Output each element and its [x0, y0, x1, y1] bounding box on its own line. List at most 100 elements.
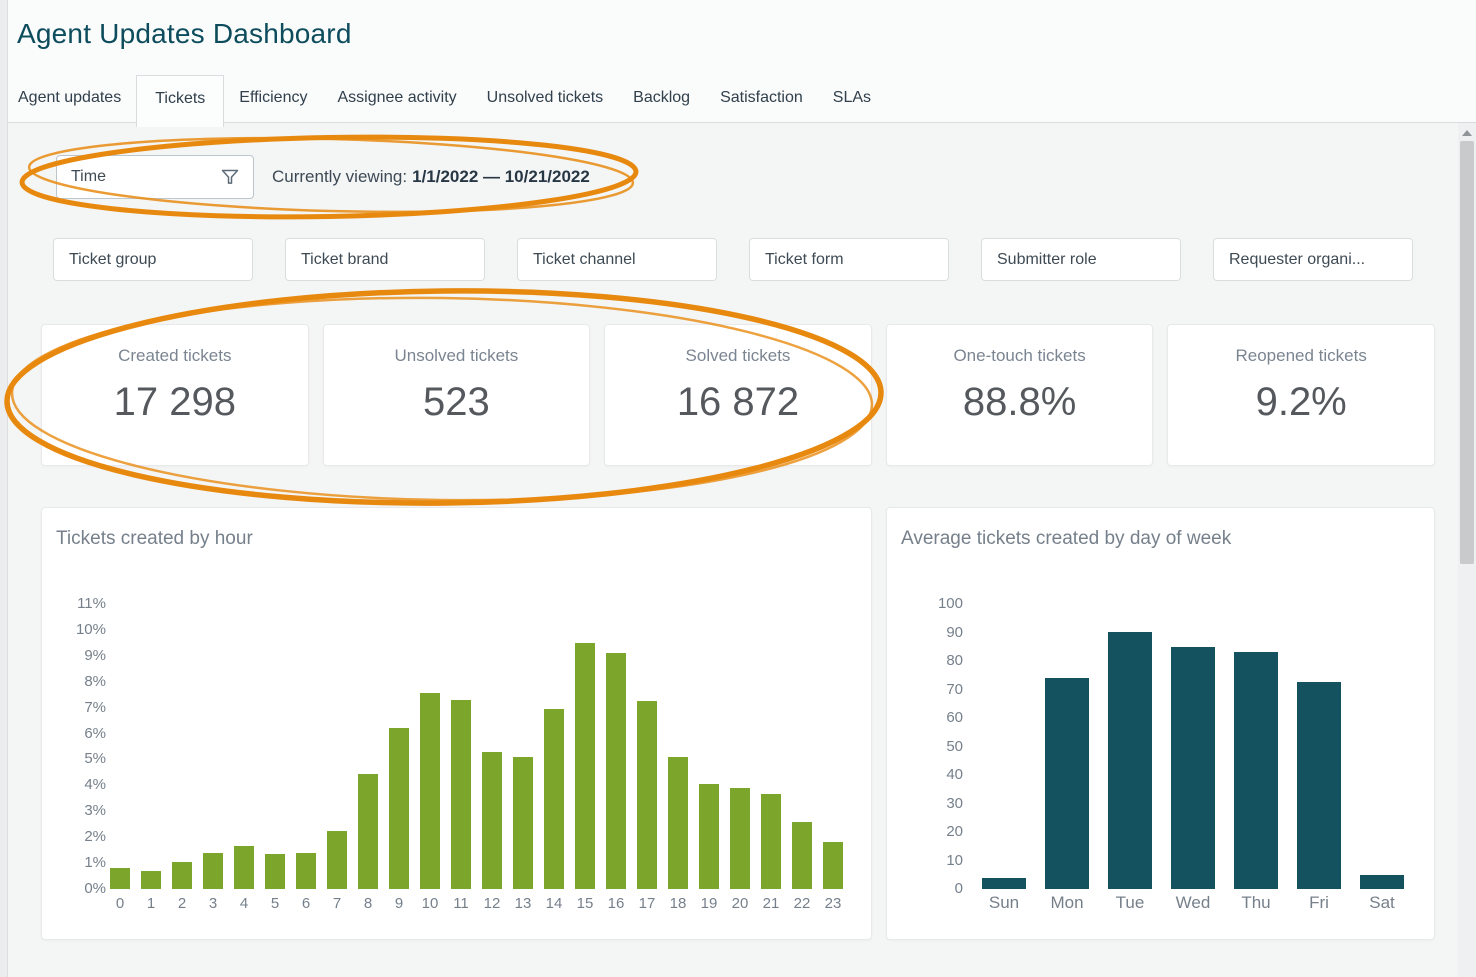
- left-gutter: [0, 0, 8, 977]
- tab-tickets[interactable]: Tickets: [136, 75, 225, 127]
- y-tick-label: 9%: [84, 646, 106, 664]
- bar-hour-4[interactable]: [234, 846, 254, 889]
- bar-column-21: 21: [761, 794, 781, 917]
- bar-hour-23[interactable]: [823, 842, 843, 889]
- y-tick-label: 1%: [84, 854, 106, 872]
- bar-hour-21[interactable]: [761, 794, 781, 889]
- bar-hour-22[interactable]: [792, 822, 812, 889]
- bar-column-11: 11: [451, 700, 471, 917]
- tab-backlog[interactable]: Backlog: [633, 89, 691, 106]
- chart-plot-area: 0% 1% 2% 3% 4% 5% 6% 7% 8% 9% 10% 11% 0 1 2 3 4 5 6 7 8 9 10 11…: [56, 595, 871, 917]
- y-tick-label: 8%: [84, 672, 106, 690]
- tab-assignee-activity[interactable]: Assignee activity: [337, 89, 457, 106]
- scrollbar-thumb[interactable]: [1460, 141, 1474, 564]
- page-title: Agent Updates Dashboard: [17, 18, 352, 49]
- bar-day-thu[interactable]: [1234, 652, 1278, 889]
- bar-hour-18[interactable]: [668, 757, 688, 889]
- y-tick-label: 50: [946, 737, 963, 755]
- bar-hour-17[interactable]: [637, 701, 657, 889]
- kpi-card-unsolved-tickets: Unsolved tickets 523: [322, 324, 591, 466]
- kpi-card-solved-tickets: Solved tickets 16 872: [604, 324, 872, 466]
- y-tick-label: 20: [946, 823, 963, 840]
- bar-column-tue: Tue: [1108, 632, 1152, 917]
- chart-title: Tickets created by hour: [56, 528, 253, 549]
- bar-hour-7[interactable]: [327, 831, 347, 889]
- bar-hour-8[interactable]: [358, 774, 378, 889]
- x-tick-label: 7: [332, 894, 342, 912]
- filter-button-requester-organi[interactable]: Requester organi...: [1213, 238, 1413, 281]
- bar-hour-9[interactable]: [389, 728, 409, 889]
- kpi-label: One-touch tickets: [953, 346, 1086, 365]
- currently-viewing-text: Currently viewing: 1/1/2022 — 10/21/2022: [272, 167, 590, 187]
- bar-column-7: 7: [327, 831, 347, 917]
- y-tick-label: 100: [937, 595, 963, 612]
- filter-button-ticket-brand[interactable]: Ticket brand: [285, 238, 485, 281]
- bar-day-wed[interactable]: [1171, 647, 1215, 889]
- bar-hour-5[interactable]: [265, 854, 285, 889]
- bar-hour-14[interactable]: [544, 709, 564, 889]
- bar-column-2: 2: [172, 862, 192, 917]
- bar-hour-13[interactable]: [513, 757, 533, 889]
- bar-day-fri[interactable]: [1297, 682, 1341, 889]
- bar-hour-0[interactable]: [110, 868, 130, 889]
- bar-column-3: 3: [203, 853, 223, 917]
- x-tick-label: 22: [793, 894, 811, 912]
- x-tick-label: Sun: [988, 893, 1020, 912]
- bar-column-thu: Thu: [1234, 652, 1278, 917]
- bar-hour-11[interactable]: [451, 700, 471, 889]
- x-tick-label: Thu: [1241, 893, 1271, 912]
- bar-hour-19[interactable]: [699, 784, 719, 889]
- tab-agent-updates[interactable]: Agent updates: [18, 89, 122, 106]
- kpi-label: Unsolved tickets: [394, 346, 519, 365]
- dashboard-header: Agent Updates Dashboard Agent updates Tic…: [8, 0, 1476, 127]
- filter-button-ticket-group[interactable]: Ticket group: [53, 238, 253, 281]
- bar-hour-2[interactable]: [172, 862, 192, 889]
- bar-hour-20[interactable]: [730, 788, 750, 889]
- bar-column-1: 1: [141, 871, 161, 917]
- x-tick-label: Sat: [1369, 893, 1395, 912]
- funnel-icon: [221, 169, 239, 185]
- tab-efficiency[interactable]: Efficiency: [239, 89, 308, 106]
- bar-day-sat[interactable]: [1360, 875, 1404, 889]
- x-tick-label: 23: [824, 894, 842, 912]
- bar-day-sun[interactable]: [982, 878, 1026, 889]
- filter-button-submitter-role[interactable]: Submitter role: [981, 238, 1181, 281]
- x-tick-label: 0: [115, 894, 125, 912]
- bars-group: 0 1 2 3 4 5 6 7 8 9 10 11 12 13 14 15 16 17 18 19 20 21 22 23: [110, 604, 843, 917]
- x-tick-label: Tue: [1115, 893, 1145, 912]
- tab-satisfaction[interactable]: Satisfaction: [720, 89, 803, 106]
- kpi-label: Created tickets: [118, 346, 232, 365]
- tab-unsolved-tickets[interactable]: Unsolved tickets: [486, 89, 604, 106]
- chart-tickets-by-hour: Tickets created by hour 0% 1% 2% 3% 4% 5% 6% 7%…: [41, 507, 872, 940]
- filter-button-ticket-form[interactable]: Ticket form: [749, 238, 949, 281]
- x-tick-label: 5: [270, 894, 280, 912]
- bar-day-mon[interactable]: [1045, 678, 1089, 889]
- filter-button-ticket-channel[interactable]: Ticket channel: [517, 238, 717, 281]
- bar-column-wed: Wed: [1171, 647, 1215, 917]
- bar-column-13: 13: [513, 757, 533, 917]
- bar-hour-6[interactable]: [296, 853, 316, 889]
- x-tick-label: Mon: [1050, 893, 1084, 912]
- time-filter-label: Time: [71, 168, 106, 185]
- bar-column-5: 5: [265, 854, 285, 917]
- y-tick-label: 10%: [75, 620, 106, 638]
- bar-day-tue[interactable]: [1108, 632, 1152, 889]
- bar-hour-1[interactable]: [141, 871, 161, 889]
- scrollbar-track[interactable]: [1458, 123, 1476, 977]
- x-tick-label: Wed: [1175, 893, 1211, 912]
- bar-hour-10[interactable]: [420, 693, 440, 889]
- scroll-up-arrow-icon[interactable]: [1462, 130, 1472, 136]
- x-tick-label: 4: [239, 894, 249, 912]
- bar-hour-12[interactable]: [482, 752, 502, 889]
- chart-tickets-by-day: Average tickets created by day of week 0…: [886, 507, 1435, 940]
- bar-column-14: 14: [544, 709, 564, 917]
- bar-column-19: 19: [699, 784, 719, 917]
- time-filter-dropdown[interactable]: Time: [56, 155, 254, 199]
- y-tick-label: 6%: [84, 724, 106, 742]
- bar-hour-15[interactable]: [575, 643, 595, 889]
- bar-column-mon: Mon: [1045, 678, 1089, 917]
- bar-hour-3[interactable]: [203, 853, 223, 889]
- bar-hour-16[interactable]: [606, 653, 626, 889]
- kpi-value: 523: [423, 380, 490, 424]
- tab-slas[interactable]: SLAs: [832, 89, 872, 106]
